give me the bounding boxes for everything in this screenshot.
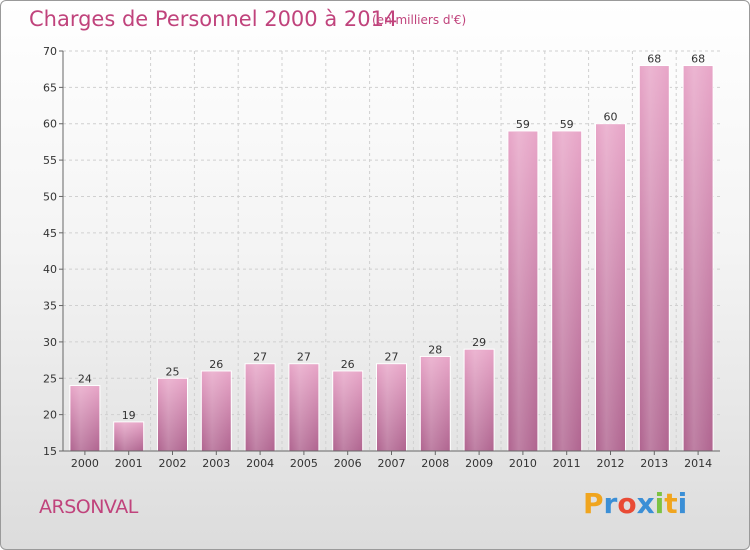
x-tick-label: 2012: [597, 457, 625, 470]
x-tick-label: 2001: [115, 457, 143, 470]
bar-highlight: [684, 66, 713, 451]
y-tick-label: 40: [43, 263, 57, 276]
logo-letter: i: [654, 487, 665, 520]
bar-highlight: [333, 372, 362, 451]
y-tick-label: 70: [43, 45, 57, 58]
x-tick-label: 2014: [684, 457, 712, 470]
x-tick-label: 2005: [290, 457, 318, 470]
logo-letter: x: [636, 487, 655, 520]
bar-highlight: [640, 66, 669, 451]
data-label: 68: [647, 53, 661, 66]
data-label: 68: [691, 53, 705, 66]
bar-highlight: [508, 132, 537, 451]
data-label: 59: [560, 118, 574, 131]
data-label: 59: [516, 118, 530, 131]
x-tick-label: 2011: [553, 457, 581, 470]
data-label: 19: [122, 409, 136, 422]
y-tick-label: 15: [43, 445, 57, 458]
x-tick-label: 2003: [202, 457, 230, 470]
bar-highlight: [202, 372, 231, 451]
bar-highlight: [158, 379, 187, 451]
y-tick-label: 65: [43, 81, 57, 94]
x-tick-label: 2009: [465, 457, 493, 470]
y-tick-label: 30: [43, 336, 57, 349]
data-label: 27: [253, 351, 267, 364]
data-label: 28: [428, 343, 442, 356]
y-tick-label: 50: [43, 190, 57, 203]
bar-highlight: [465, 350, 494, 451]
chart-subtitle: (en milliers d'€): [372, 13, 467, 27]
data-label: 27: [385, 351, 399, 364]
chart-title: Charges de Personnel 2000 à 2014: [29, 7, 398, 31]
x-tick-label: 2013: [640, 457, 668, 470]
bar-highlight: [70, 386, 99, 451]
logo-letter: i: [677, 487, 688, 520]
x-tick-label: 2002: [159, 457, 187, 470]
y-tick-label: 35: [43, 300, 57, 313]
bar-highlight: [289, 364, 318, 451]
x-tick-label: 2004: [246, 457, 274, 470]
logo-letter: P: [583, 487, 604, 520]
data-label: 29: [472, 336, 486, 349]
bar-highlight: [377, 364, 406, 451]
x-tick-label: 2008: [421, 457, 449, 470]
data-label: 60: [604, 111, 618, 124]
data-label: 25: [166, 365, 180, 378]
x-tick-label: 2000: [71, 457, 99, 470]
y-tick-label: 25: [43, 372, 57, 385]
x-tick-label: 2010: [509, 457, 537, 470]
bar-highlight: [114, 422, 143, 451]
bar-highlight: [552, 132, 581, 451]
data-label: 24: [78, 373, 92, 386]
y-tick-label: 60: [43, 118, 57, 131]
proxiti-logo: Proxiti: [583, 487, 687, 520]
y-tick-label: 55: [43, 154, 57, 167]
logo-letter: t: [664, 487, 678, 520]
x-tick-label: 2006: [334, 457, 362, 470]
y-tick-label: 45: [43, 227, 57, 240]
bar-highlight: [246, 364, 275, 451]
bar-highlight: [596, 124, 625, 452]
x-tick-label: 2007: [378, 457, 406, 470]
logo-letter: o: [617, 487, 637, 520]
y-tick-label: 20: [43, 409, 57, 422]
logo-letter: r: [603, 487, 618, 520]
data-label: 27: [297, 351, 311, 364]
bar-highlight: [421, 357, 450, 451]
data-label: 26: [209, 358, 223, 371]
data-label: 26: [341, 358, 355, 371]
commune-name: ARSONVAL: [39, 496, 138, 518]
